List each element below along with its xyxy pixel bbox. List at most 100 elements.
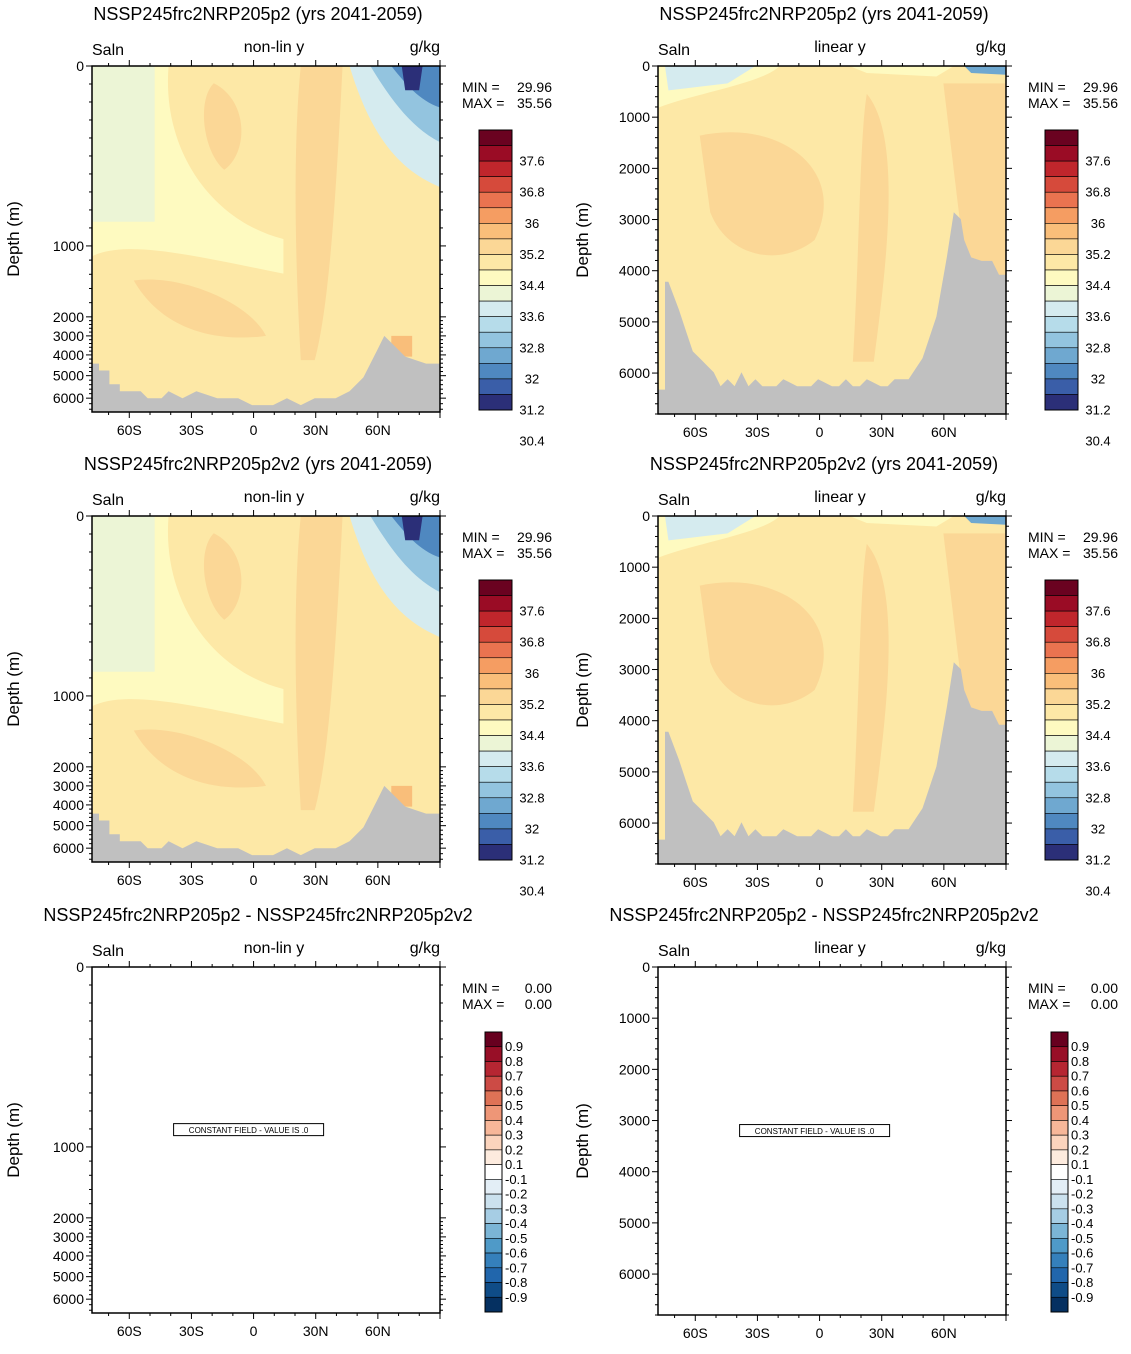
y-tick-label: 1000 bbox=[619, 109, 650, 125]
colorbar-label: -0.1 bbox=[505, 1172, 527, 1187]
x-tick-label: 60N bbox=[931, 874, 957, 890]
colorbar-swatch bbox=[478, 378, 513, 395]
y-axis-label: Depth (m) bbox=[4, 1102, 23, 1178]
colorbar-swatch bbox=[484, 1105, 503, 1121]
colorbar-swatch bbox=[478, 129, 513, 146]
colorbar-swatch bbox=[1044, 673, 1079, 690]
constant-field-label: CONSTANT FIELD - VALUE IS .0 bbox=[189, 1126, 309, 1135]
bathymetry-land bbox=[92, 335, 440, 412]
max-value: 35.56 bbox=[1083, 95, 1118, 111]
colorbar-swatch bbox=[478, 285, 513, 302]
colorbar-label: 33.6 bbox=[519, 309, 544, 324]
units-label: g/kg bbox=[976, 940, 1006, 957]
y-tick-label: 5000 bbox=[53, 818, 84, 834]
colorbar-swatch bbox=[1050, 1134, 1069, 1151]
colorbar-label: 35.2 bbox=[1085, 697, 1110, 712]
colorbar-swatch bbox=[484, 1238, 503, 1254]
colorbar-frame bbox=[1044, 129, 1079, 411]
colorbar-label: 36.8 bbox=[1085, 185, 1110, 200]
colorbar-swatch bbox=[484, 1134, 503, 1151]
x-tick-label: 30N bbox=[869, 424, 895, 440]
colorbar: 0.90.80.70.60.50.40.30.20.1-0.1-0.2-0.3-… bbox=[1050, 1031, 1093, 1313]
colorbar-label: -0.9 bbox=[505, 1290, 527, 1305]
colorbar-swatch bbox=[484, 1061, 503, 1077]
colorbar-label: -0.7 bbox=[1071, 1260, 1093, 1275]
salinity-contour-region bbox=[203, 533, 242, 620]
colorbar-label: 36.8 bbox=[519, 635, 544, 650]
y-tick-label: 6000 bbox=[619, 815, 650, 831]
y-tick-label: 2000 bbox=[53, 309, 84, 325]
colorbar-swatch bbox=[1050, 1193, 1069, 1210]
colorbar-swatch bbox=[484, 1046, 503, 1062]
colorbar-swatch bbox=[484, 1193, 503, 1210]
colorbar-swatch bbox=[478, 145, 513, 162]
y-tick-label: 0 bbox=[642, 58, 650, 74]
colorbar-swatch bbox=[478, 828, 513, 845]
colorbar-label: 32.8 bbox=[1085, 340, 1110, 355]
colorbar-label: 31.2 bbox=[1085, 853, 1110, 868]
colorbar-swatch bbox=[478, 719, 513, 736]
y-tick-label: 4000 bbox=[619, 263, 650, 279]
y-tick-label: 6000 bbox=[53, 840, 84, 856]
colorbar-label: 0.5 bbox=[505, 1098, 523, 1113]
colorbar-swatch bbox=[1044, 688, 1079, 705]
y-tick-label: 0 bbox=[76, 959, 84, 975]
y-tick-label: 4000 bbox=[619, 1164, 650, 1180]
min-value: 29.96 bbox=[517, 529, 552, 545]
x-tick-label: 60S bbox=[683, 1325, 708, 1341]
colorbar-swatch bbox=[1050, 1252, 1069, 1269]
colorbar-swatch bbox=[1050, 1031, 1069, 1048]
colorbar-label: -0.8 bbox=[505, 1275, 527, 1290]
max-label: MAX = bbox=[1028, 996, 1070, 1012]
y-tick-label: 5000 bbox=[619, 764, 650, 780]
colorbar-swatch bbox=[1050, 1282, 1069, 1298]
variable-label: Saln bbox=[92, 943, 124, 960]
colorbar-swatch bbox=[1044, 269, 1079, 286]
colorbar-swatch bbox=[478, 610, 513, 627]
colorbar: 37.6 36.8 36 35.2 34.4 33.6 32.8 32 31.2 30.4 bbox=[478, 579, 545, 899]
variable-label: Saln bbox=[658, 492, 690, 509]
panel-6: CONSTANT FIELD - VALUE IS .0 60S 30S 0 30N 60… bbox=[573, 905, 1118, 1341]
colorbar-label: -0.2 bbox=[1071, 1187, 1093, 1202]
colorbar-swatch bbox=[1044, 750, 1079, 767]
colorbar-label: 31.2 bbox=[1085, 403, 1110, 418]
y-tick-label: 2000 bbox=[53, 1210, 84, 1226]
colorbar-swatch bbox=[1044, 176, 1079, 193]
colorbar-swatch bbox=[478, 238, 513, 255]
colorbar-swatch bbox=[1044, 285, 1079, 302]
y-tick-label: 3000 bbox=[619, 1113, 650, 1129]
colorbar-swatch bbox=[1050, 1179, 1069, 1195]
colorbar-label: -0.5 bbox=[1071, 1231, 1093, 1246]
colorbar-swatch bbox=[1044, 813, 1079, 830]
colorbar-swatch bbox=[478, 626, 513, 643]
colorbar-label: 32 bbox=[525, 371, 539, 386]
y-axis-label: Depth (m) bbox=[573, 1103, 592, 1179]
max-value: 35.56 bbox=[517, 95, 552, 111]
colorbar-swatch bbox=[484, 1149, 503, 1165]
x-tick-label: 60N bbox=[931, 1325, 957, 1341]
salinity-contour-region bbox=[964, 66, 1006, 75]
max-value: 35.56 bbox=[1083, 545, 1118, 561]
colorbar-label: 37.6 bbox=[519, 154, 544, 169]
min-label: MIN = bbox=[1028, 980, 1066, 996]
x-tick-label: 30N bbox=[869, 1325, 895, 1341]
y-tick-label: 1000 bbox=[619, 1010, 650, 1026]
panel-5: CONSTANT FIELD - VALUE IS .0 60S 30S 0 30N 60… bbox=[4, 905, 552, 1339]
y-tick-label: 4000 bbox=[53, 347, 84, 363]
y-tick-label: 6000 bbox=[619, 1266, 650, 1282]
colorbar-swatch bbox=[484, 1120, 503, 1136]
x-tick-label: 30S bbox=[179, 872, 204, 888]
section-field bbox=[658, 967, 1006, 1315]
y-tick-label: 3000 bbox=[53, 1229, 84, 1245]
colorbar-swatch bbox=[1050, 1075, 1069, 1092]
colorbar-swatch bbox=[484, 1252, 503, 1269]
salinity-contour-region bbox=[852, 93, 889, 362]
colorbar-swatch bbox=[1044, 129, 1079, 146]
colorbar-swatch bbox=[478, 223, 513, 240]
colorbar-swatch bbox=[478, 269, 513, 286]
colorbar-label: 36 bbox=[525, 216, 539, 231]
colorbar-swatch bbox=[1044, 238, 1079, 255]
y-axis-label: Depth (m) bbox=[573, 652, 592, 728]
min-value: 0.00 bbox=[525, 980, 552, 996]
colorbar-swatch bbox=[484, 1296, 503, 1313]
